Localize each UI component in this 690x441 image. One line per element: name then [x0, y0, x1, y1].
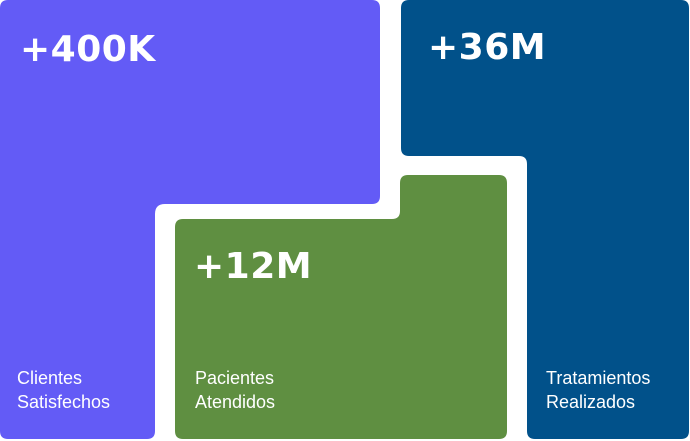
tratamientos-value: +36M [428, 27, 547, 68]
pacientes-label-line2: Atendidos [195, 392, 276, 412]
clientes-value: +400K [20, 29, 156, 70]
clientes-label-line1: Clientes [17, 368, 83, 388]
pacientes-label: Pacientes Atendidos [195, 366, 275, 414]
tratamientos-label-line1: Tratamientos [546, 368, 651, 388]
pacientes-label-line1: Pacientes [195, 368, 275, 388]
pacientes-block [175, 175, 507, 439]
tratamientos-label: Tratamientos Realizados [546, 366, 650, 414]
tratamientos-label-line2: Realizados [546, 392, 636, 412]
clientes-label-line2: Satisfechos [17, 392, 111, 412]
tratamientos-block [401, 0, 689, 439]
pacientes-value: +12M [194, 246, 313, 287]
clientes-label: Clientes Satisfechos [17, 366, 110, 414]
clientes-block [0, 0, 380, 439]
